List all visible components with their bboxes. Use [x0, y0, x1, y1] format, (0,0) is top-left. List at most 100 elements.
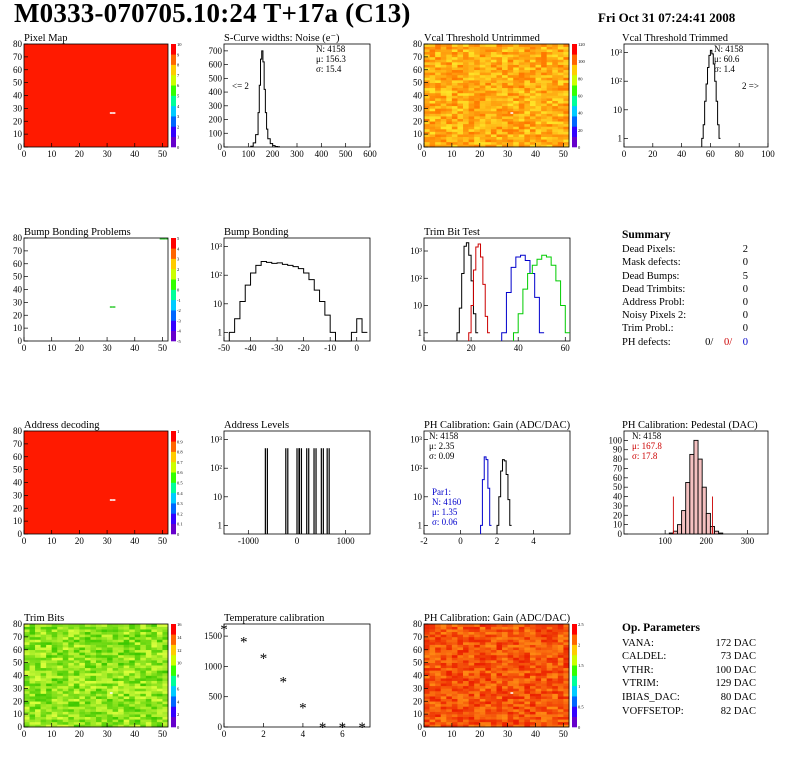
heatmap-cell	[541, 667, 547, 671]
heatmap-cell	[145, 652, 152, 656]
heatmap-cell	[96, 649, 102, 653]
x-tick-label: 100	[658, 536, 672, 546]
chart-title: Address decoding	[24, 420, 100, 431]
heatmap-cell	[62, 649, 69, 653]
heatmap-cell	[68, 662, 75, 666]
heatmap-cell	[479, 141, 486, 145]
heatmap-cell	[474, 105, 481, 109]
heatmap-cell	[57, 678, 64, 681]
heatmap-cell	[123, 675, 130, 679]
heatmap-cell	[51, 652, 58, 656]
heatmap-cell	[440, 626, 447, 630]
heatmap-cell	[440, 680, 447, 684]
heatmap-cell	[68, 670, 75, 674]
x-tick-label: 0	[22, 343, 27, 353]
heatmap-cell	[490, 46, 497, 50]
heatmap-cell	[162, 670, 169, 674]
panel-temperature-calibration: Temperature calibration****** * *	[220, 613, 371, 736]
heatmap-cell	[468, 636, 475, 640]
heatmap-cell	[118, 680, 124, 684]
heatmap-cell	[513, 144, 520, 148]
heatmap-cell	[496, 685, 503, 689]
heatmap-cell	[62, 636, 69, 640]
heatmap-cell	[140, 675, 147, 679]
heatmap-cell	[546, 90, 553, 94]
heatmap-cell	[62, 719, 69, 723]
heatmap-cell	[552, 719, 559, 723]
heatmap-cell	[496, 95, 503, 99]
heatmap-cell	[123, 636, 130, 640]
heatmap-cell	[429, 652, 436, 656]
heatmap-cell	[507, 634, 514, 638]
heatmap-cell	[140, 714, 147, 718]
heatmap-cell	[529, 698, 536, 702]
heatmap-cell	[129, 639, 136, 643]
heatmap-cell	[485, 642, 492, 645]
heatmap-cell	[118, 690, 124, 694]
heatmap-cell	[451, 634, 458, 638]
heatmap-cell	[145, 626, 152, 630]
chart-title: Vcal Threshold Trimmed	[622, 33, 729, 44]
heatmap-cell	[468, 64, 475, 68]
heatmap-cell	[557, 624, 564, 627]
palette-swatch	[171, 299, 176, 311]
palette-tick-label: 6	[177, 83, 180, 88]
heatmap-cell	[134, 696, 141, 699]
heatmap-cell	[502, 82, 508, 86]
heatmap-cell	[73, 636, 80, 640]
heatmap-cell	[140, 670, 147, 674]
heatmap-cell	[524, 95, 531, 99]
heatmap-cell	[524, 647, 531, 651]
x-tick-label: 20	[75, 343, 85, 353]
palette-tick-label: 12	[177, 648, 182, 653]
y-tick-label: 1000	[204, 661, 223, 671]
heatmap-cell	[496, 116, 503, 119]
heatmap-cell	[451, 678, 458, 681]
heatmap-cell	[35, 649, 41, 653]
heatmap-cell	[552, 696, 559, 699]
heatmap-cell	[429, 74, 436, 78]
heatmap-cell	[129, 626, 136, 630]
heatmap-cell	[496, 103, 503, 107]
heatmap-cell	[123, 690, 130, 694]
heatmap-cell	[451, 54, 458, 58]
y-tick-label: 70	[13, 439, 23, 449]
heatmap-cell	[524, 690, 531, 694]
palette-swatch	[171, 472, 176, 483]
heatmap-cell	[541, 134, 547, 138]
heatmap-cell	[457, 665, 464, 669]
heatmap-cell	[524, 706, 531, 710]
heatmap-cell	[156, 662, 163, 666]
heatmap-cell	[552, 62, 559, 65]
heatmap-cell	[552, 647, 559, 651]
heatmap-cell	[84, 696, 91, 699]
heatmap-cell	[57, 644, 64, 648]
heatmap-cell	[524, 724, 531, 728]
heatmap-cell	[29, 688, 36, 692]
heatmap-cell	[474, 56, 481, 60]
heatmap-cell	[62, 721, 69, 725]
heatmap-cell	[96, 711, 102, 715]
heatmap-cell	[107, 683, 113, 687]
heatmap-cell	[151, 696, 158, 699]
heatmap-cell	[101, 634, 108, 638]
heatmap-cell	[145, 711, 152, 715]
heatmap-cell	[451, 95, 458, 99]
palette-tick-label: 2	[177, 124, 179, 129]
heatmap-cell	[457, 685, 464, 689]
heatmap-cell	[429, 642, 436, 645]
heatmap-cell	[162, 642, 169, 645]
heatmap-cell	[68, 652, 75, 656]
heatmap-cell	[485, 683, 492, 687]
palette-swatch	[171, 441, 176, 452]
heatmap-cell	[546, 665, 553, 669]
heatmap-cell	[552, 690, 559, 694]
heatmap-cell	[468, 74, 475, 78]
heatmap-cell	[435, 59, 442, 63]
heatmap-cell	[62, 706, 69, 710]
heatmap-cell	[546, 634, 553, 638]
heatmap-cell	[557, 90, 564, 94]
heatmap-cell	[552, 118, 559, 122]
heatmap-cell	[46, 721, 52, 725]
heatmap-cell	[35, 626, 41, 630]
